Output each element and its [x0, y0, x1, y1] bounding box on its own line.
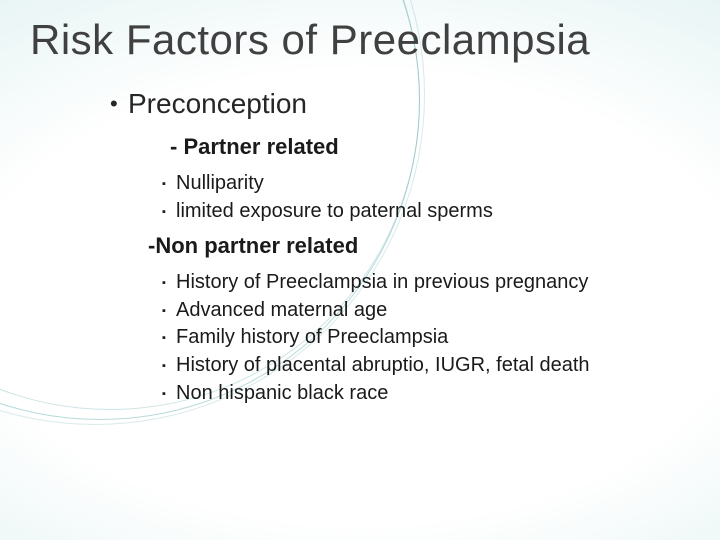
partner-item-text: limited exposure to paternal sperms [176, 200, 493, 222]
non-partner-item-text: Non hispanic black race [176, 382, 388, 404]
non-partner-item: ▪Non hispanic black race [162, 380, 690, 408]
non-partner-item: ▪Advanced maternal age [162, 297, 690, 325]
slide-container: Risk Factors of Preeclampsia •Preconcept… [0, 0, 720, 540]
bullet-dot-icon: • [110, 91, 128, 117]
level1-preconception: •Preconception [110, 88, 690, 120]
partner-item: ▪limited exposure to paternal sperms [162, 198, 690, 226]
non-partner-item-text: Family history of Preeclampsia [176, 326, 448, 348]
square-bullet-icon: ▪ [162, 276, 176, 291]
square-bullet-icon: ▪ [162, 359, 176, 374]
square-bullet-icon: ▪ [162, 331, 176, 346]
non-partner-item-text: Advanced maternal age [176, 299, 387, 321]
non-partner-item: ▪History of placental abruptio, IUGR, fe… [162, 352, 690, 380]
preconception-label: Preconception [128, 88, 307, 119]
slide-title: Risk Factors of Preeclampsia [30, 16, 690, 64]
non-partner-item-text: History of placental abruptio, IUGR, fet… [176, 354, 590, 376]
square-bullet-icon: ▪ [162, 205, 176, 220]
level2-partner-related: - Partner related [170, 134, 690, 160]
non-partner-item-text: History of Preeclampsia in previous preg… [176, 271, 588, 293]
square-bullet-icon: ▪ [162, 304, 176, 319]
partner-item-text: Nulliparity [176, 172, 264, 194]
non-partner-item: ▪Family history of Preeclampsia [162, 324, 690, 352]
partner-item: ▪Nulliparity [162, 170, 690, 198]
square-bullet-icon: ▪ [162, 177, 176, 192]
square-bullet-icon: ▪ [162, 387, 176, 402]
level2-non-partner-related: -Non partner related [148, 233, 690, 259]
non-partner-item: ▪History of Preeclampsia in previous pre… [162, 269, 690, 297]
